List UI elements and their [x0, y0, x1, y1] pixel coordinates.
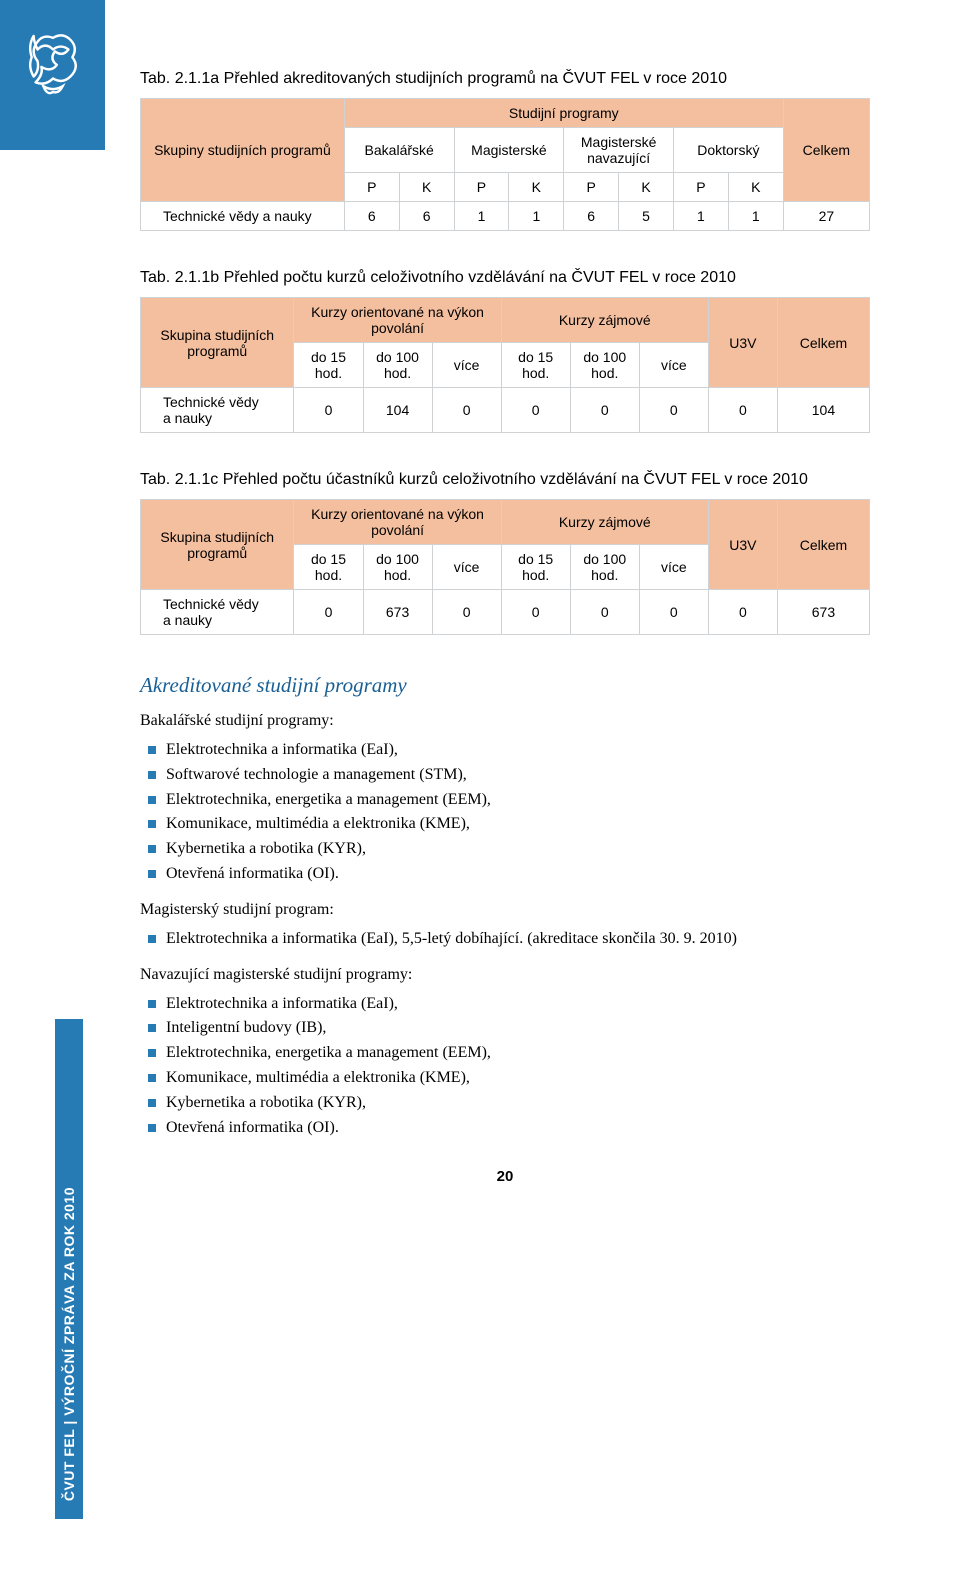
cell: 0	[432, 388, 501, 433]
th-magnav: Magisterské navazující	[564, 128, 674, 173]
list-item: Otevřená informatika (OI).	[144, 862, 870, 887]
th-dok: Doktorský	[673, 128, 783, 173]
page-number: 20	[140, 1168, 870, 1185]
th-p: P	[564, 173, 619, 202]
cell: 0	[432, 590, 501, 635]
th-programs: Studijní programy	[344, 99, 783, 128]
table-c-caption: Tab. 2.1.1c Přehled počtu účastníků kurz…	[140, 471, 870, 489]
table-b: Skupina studijních programů Kurzy orient…	[140, 297, 870, 433]
cell: 1	[454, 202, 509, 231]
table-c: Skupina studijních programů Kurzy orient…	[140, 499, 870, 635]
th-do100: do 100 hod.	[363, 343, 432, 388]
cell: 5	[619, 202, 674, 231]
cell: 0	[708, 388, 777, 433]
row-label: Technické vědy a nauky	[141, 590, 294, 635]
list-item: Elektrotechnika a informatika (EaI),	[144, 738, 870, 763]
cell: 6	[399, 202, 454, 231]
th-k: K	[399, 173, 454, 202]
list-item: Inteligentní budovy (IB),	[144, 1016, 870, 1041]
th-orient: Kurzy orientované na výkon povolání	[294, 500, 501, 545]
bak-list: Elektrotechnika a informatika (EaI), Sof…	[140, 738, 870, 887]
th-group: Skupina studijních programů	[141, 500, 294, 590]
cell: 27	[783, 202, 869, 231]
th-group: Skupina studijních programů	[141, 298, 294, 388]
th-vice: více	[432, 545, 501, 590]
side-label-text: ČVUT FEL | VÝROČNÍ ZPRÁVA ZA ROK 2010	[61, 1187, 77, 1501]
th-k: K	[728, 173, 783, 202]
table-row: Technické vědy a nauky 0 104 0 0 0 0 0 1…	[141, 388, 870, 433]
nav-subhead: Navazující magisterské studijní programy…	[140, 966, 870, 984]
cell: 0	[570, 388, 639, 433]
th-do15: do 15 hod.	[294, 545, 363, 590]
list-item: Softwarové technologie a management (STM…	[144, 763, 870, 788]
side-label-strip: ČVUT FEL | VÝROČNÍ ZPRÁVA ZA ROK 2010	[55, 1019, 83, 1519]
table-row: Technické vědy a nauky 0 673 0 0 0 0 0 6…	[141, 590, 870, 635]
nav-list: Elektrotechnika a informatika (EaI), Int…	[140, 992, 870, 1141]
cell: 0	[501, 590, 570, 635]
mag-list: Elektrotechnika a informatika (EaI), 5,5…	[140, 927, 870, 952]
table-a: Skupiny studijních programů Studijní pro…	[140, 98, 870, 231]
section-title: Akreditované studijní programy	[140, 673, 870, 698]
bak-subhead: Bakalářské studijní programy:	[140, 712, 870, 730]
th-p: P	[344, 173, 399, 202]
th-vice: více	[639, 545, 708, 590]
row-label: Technické vědy a nauky	[141, 202, 345, 231]
cell: 0	[639, 590, 708, 635]
cell: 673	[777, 590, 869, 635]
list-item: Elektrotechnika a informatika (EaI),	[144, 992, 870, 1017]
th-orient: Kurzy orientované na výkon povolání	[294, 298, 501, 343]
table-a-caption: Tab. 2.1.1a Přehled akreditovaných studi…	[140, 70, 870, 88]
th-total: Celkem	[777, 298, 869, 388]
cell: 0	[570, 590, 639, 635]
cell: 0	[639, 388, 708, 433]
cell: 673	[363, 590, 432, 635]
list-item: Elektrotechnika a informatika (EaI), 5,5…	[144, 927, 870, 952]
th-do100: do 100 hod.	[570, 343, 639, 388]
list-item: Elektrotechnika, energetika a management…	[144, 788, 870, 813]
th-vice: více	[432, 343, 501, 388]
th-p: P	[673, 173, 728, 202]
th-bak: Bakalářské	[344, 128, 454, 173]
cell: 0	[501, 388, 570, 433]
th-vice: více	[639, 343, 708, 388]
th-p: P	[454, 173, 509, 202]
th-group: Skupiny studijních programů	[141, 99, 345, 202]
cell: 0	[294, 590, 363, 635]
th-do100: do 100 hod.	[363, 545, 432, 590]
row-label: Technické vědy a nauky	[141, 388, 294, 433]
th-u3v: U3V	[708, 298, 777, 388]
cell: 104	[777, 388, 869, 433]
list-item: Elektrotechnika, energetika a management…	[144, 1041, 870, 1066]
th-do100: do 100 hod.	[570, 545, 639, 590]
th-do15: do 15 hod.	[501, 343, 570, 388]
list-item: Otevřená informatika (OI).	[144, 1116, 870, 1141]
th-do15: do 15 hod.	[294, 343, 363, 388]
list-item: Komunikace, multimédia a elektronika (KM…	[144, 812, 870, 837]
table-row: Technické vědy a nauky 6 6 1 1 6 5 1 1 2…	[141, 202, 870, 231]
cell: 1	[728, 202, 783, 231]
institution-logo	[0, 0, 105, 150]
mag-subhead: Magisterský studijní program:	[140, 901, 870, 919]
cell: 1	[509, 202, 564, 231]
cell: 0	[294, 388, 363, 433]
cell: 0	[708, 590, 777, 635]
th-mag: Magisterské	[454, 128, 564, 173]
th-total: Celkem	[777, 500, 869, 590]
table-b-caption: Tab. 2.1.1b Přehled počtu kurzů celoživo…	[140, 269, 870, 287]
th-k: K	[509, 173, 564, 202]
lion-icon	[24, 28, 82, 98]
list-item: Kybernetika a robotika (KYR),	[144, 1091, 870, 1116]
cell: 1	[673, 202, 728, 231]
cell: 6	[564, 202, 619, 231]
cell: 6	[344, 202, 399, 231]
th-k: K	[619, 173, 674, 202]
th-u3v: U3V	[708, 500, 777, 590]
th-zajm: Kurzy zájmové	[501, 298, 708, 343]
list-item: Kybernetika a robotika (KYR),	[144, 837, 870, 862]
cell: 104	[363, 388, 432, 433]
list-item: Komunikace, multimédia a elektronika (KM…	[144, 1066, 870, 1091]
th-total: Celkem	[783, 99, 869, 202]
th-do15: do 15 hod.	[501, 545, 570, 590]
th-zajm: Kurzy zájmové	[501, 500, 708, 545]
